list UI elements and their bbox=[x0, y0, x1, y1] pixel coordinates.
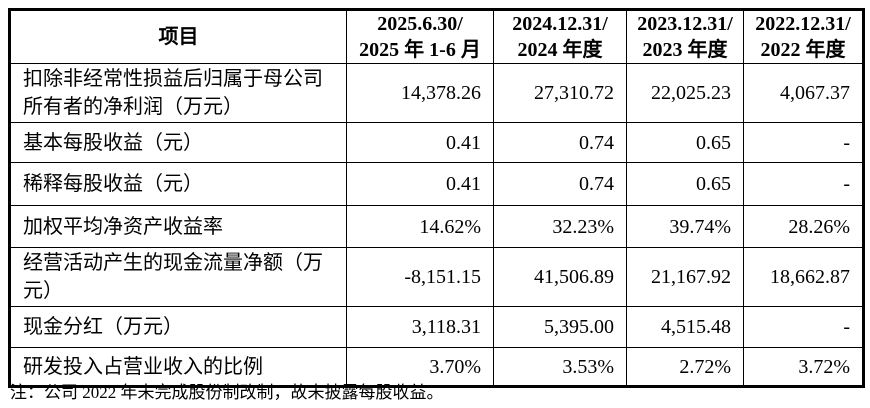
value-cell: 14.62% bbox=[346, 205, 494, 248]
row-label: 研发投入占营业收入的比例 bbox=[9, 347, 347, 387]
row-label: 稀释每股收益（元） bbox=[9, 162, 347, 206]
value-cell: 3.53% bbox=[493, 347, 627, 387]
column-header-period-2022: 2022.12.31/ 2022 年度 bbox=[743, 9, 864, 64]
value-cell: 39.74% bbox=[626, 205, 744, 248]
column-header-period-2025: 2025.6.30/ 2025 年 1-6 月 bbox=[346, 9, 494, 64]
value-cell: 3,118.31 bbox=[346, 306, 494, 348]
column-header-period-2024: 2024.12.31/ 2024 年度 bbox=[493, 9, 627, 64]
period-date-line: 2022.12.31/ bbox=[755, 13, 851, 35]
table-row-weighted-avg-roe: 加权平均净资产收益率 14.62% 32.23% 39.74% 28.26% bbox=[9, 205, 864, 248]
value-cell: 4,515.48 bbox=[626, 306, 744, 348]
table-row-cash-dividends: 现金分红（万元） 3,118.31 5,395.00 4,515.48 - bbox=[9, 306, 864, 348]
row-label: 加权平均净资产收益率 bbox=[9, 205, 347, 248]
column-header-period-2023: 2023.12.31/ 2023 年度 bbox=[626, 9, 744, 64]
period-date-line: 2024.12.31/ bbox=[512, 13, 608, 35]
value-cell: 2.72% bbox=[626, 347, 744, 387]
value-cell: 3.70% bbox=[346, 347, 494, 387]
row-label: 基本每股收益（元） bbox=[9, 122, 347, 163]
column-header-item: 项目 bbox=[9, 9, 347, 64]
value-cell: 14,378.26 bbox=[346, 63, 494, 123]
value-cell: 0.65 bbox=[626, 162, 744, 206]
footnote: 注：公司 2022 年未完成股份制改制，故未披露每股收益。 bbox=[10, 383, 444, 402]
value-cell: 0.74 bbox=[493, 122, 627, 163]
period-range-line: 2023 年度 bbox=[642, 39, 728, 61]
value-cell: 41,506.89 bbox=[493, 247, 627, 307]
value-cell: 4,067.37 bbox=[743, 63, 864, 123]
value-cell: -8,151.15 bbox=[346, 247, 494, 307]
value-cell: 3.72% bbox=[743, 347, 864, 387]
row-label: 扣除非经常性损益后归属于母公司所有者的净利润（万元） bbox=[9, 63, 347, 123]
value-cell: 27,310.72 bbox=[493, 63, 627, 123]
period-range-line: 2022 年度 bbox=[760, 39, 846, 61]
value-cell: 22,025.23 bbox=[626, 63, 744, 123]
value-cell: - bbox=[743, 122, 864, 163]
value-cell: 5,395.00 bbox=[493, 306, 627, 348]
value-cell: 28.26% bbox=[743, 205, 864, 248]
table-row-basic-eps: 基本每股收益（元） 0.41 0.74 0.65 - bbox=[9, 122, 864, 163]
period-range-line: 2025 年 1-6 月 bbox=[359, 39, 481, 61]
value-cell: 0.65 bbox=[626, 122, 744, 163]
table-header-row: 项目 2025.6.30/ 2025 年 1-6 月 2024.12.31/ 2… bbox=[9, 9, 864, 64]
period-date-line: 2025.6.30/ bbox=[377, 13, 463, 35]
financial-summary-table: 项目 2025.6.30/ 2025 年 1-6 月 2024.12.31/ 2… bbox=[8, 8, 865, 388]
value-cell: 18,662.87 bbox=[743, 247, 864, 307]
value-cell: - bbox=[743, 162, 864, 206]
table-row-rd-ratio: 研发投入占营业收入的比例 3.70% 3.53% 2.72% 3.72% bbox=[9, 347, 864, 387]
table-row-diluted-eps: 稀释每股收益（元） 0.41 0.74 0.65 - bbox=[9, 162, 864, 206]
row-label: 经营活动产生的现金流量净额（万元） bbox=[9, 247, 347, 307]
value-cell: 0.41 bbox=[346, 122, 494, 163]
value-cell: 0.74 bbox=[493, 162, 627, 206]
value-cell: 32.23% bbox=[493, 205, 627, 248]
value-cell: 0.41 bbox=[346, 162, 494, 206]
value-cell: - bbox=[743, 306, 864, 348]
row-label: 现金分红（万元） bbox=[9, 306, 347, 348]
period-date-line: 2023.12.31/ bbox=[637, 13, 733, 35]
value-cell: 21,167.92 bbox=[626, 247, 744, 307]
table-row-operating-cash-flow: 经营活动产生的现金流量净额（万元） -8,151.15 41,506.89 21… bbox=[9, 247, 864, 307]
table-row-net-profit-deducted: 扣除非经常性损益后归属于母公司所有者的净利润（万元） 14,378.26 27,… bbox=[9, 63, 864, 123]
period-range-line: 2024 年度 bbox=[517, 39, 603, 61]
